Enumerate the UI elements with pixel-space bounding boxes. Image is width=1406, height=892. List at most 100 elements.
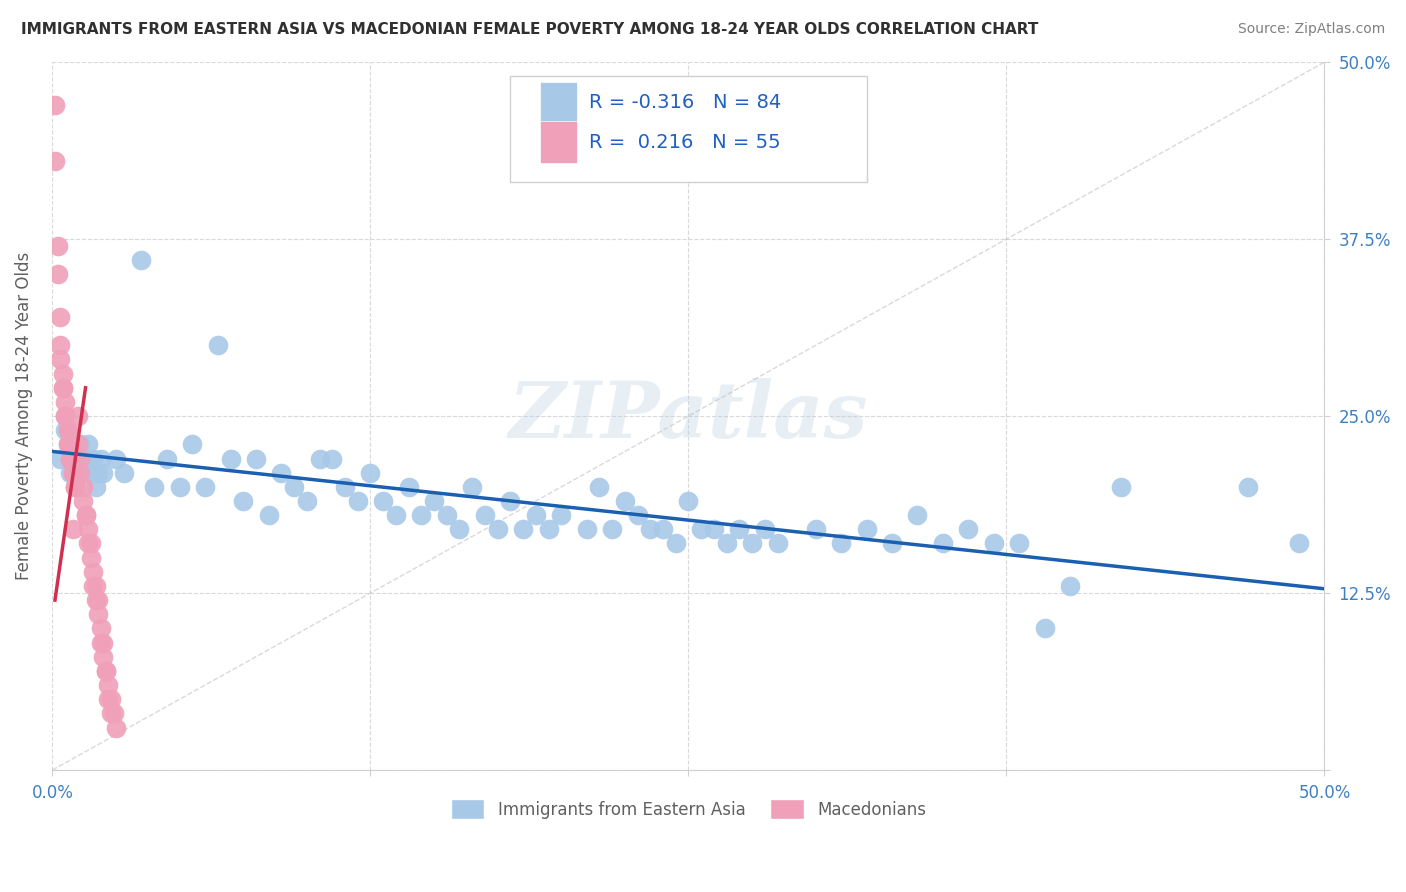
- Text: Source: ZipAtlas.com: Source: ZipAtlas.com: [1237, 22, 1385, 37]
- Text: R =  0.216   N = 55: R = 0.216 N = 55: [589, 133, 780, 152]
- Point: [652, 522, 675, 536]
- Point: [181, 437, 204, 451]
- Point: [1033, 622, 1056, 636]
- Point: [65, 480, 87, 494]
- Point: [804, 522, 827, 536]
- Point: [90, 635, 112, 649]
- Point: [169, 480, 191, 494]
- Point: [66, 437, 89, 451]
- Point: [600, 522, 623, 536]
- Point: [44, 154, 66, 169]
- Y-axis label: Female Poverty Among 18-24 Year Olds: Female Poverty Among 18-24 Year Olds: [15, 252, 32, 580]
- Point: [46, 239, 69, 253]
- Point: [49, 310, 72, 324]
- Point: [53, 409, 76, 423]
- Point: [66, 409, 89, 423]
- Point: [52, 367, 75, 381]
- Point: [69, 437, 91, 451]
- Point: [53, 395, 76, 409]
- Point: [52, 381, 75, 395]
- Point: [79, 536, 101, 550]
- Point: [69, 451, 91, 466]
- Point: [75, 508, 97, 523]
- Point: [77, 522, 100, 536]
- Point: [207, 338, 229, 352]
- Point: [537, 522, 560, 536]
- Point: [830, 536, 852, 550]
- Point: [65, 480, 87, 494]
- Point: [46, 268, 69, 282]
- Point: [44, 97, 66, 112]
- Point: [156, 451, 179, 466]
- Point: [1237, 480, 1260, 494]
- Point: [103, 706, 125, 721]
- Point: [56, 423, 79, 437]
- Point: [112, 466, 135, 480]
- Point: [754, 522, 776, 536]
- Point: [53, 409, 76, 423]
- Point: [94, 664, 117, 678]
- Point: [880, 536, 903, 550]
- Point: [665, 536, 688, 550]
- Point: [411, 508, 433, 523]
- Point: [474, 508, 496, 523]
- Point: [512, 522, 534, 536]
- Text: ZIPatlas: ZIPatlas: [509, 378, 868, 454]
- Point: [65, 480, 87, 494]
- Point: [295, 494, 318, 508]
- Point: [62, 466, 84, 480]
- Point: [72, 466, 94, 480]
- Point: [219, 451, 242, 466]
- Point: [436, 508, 458, 523]
- Point: [59, 466, 82, 480]
- Point: [855, 522, 877, 536]
- Point: [983, 536, 1005, 550]
- Point: [321, 451, 343, 466]
- Point: [100, 706, 122, 721]
- Point: [359, 466, 381, 480]
- Point: [91, 635, 114, 649]
- Point: [423, 494, 446, 508]
- Point: [97, 692, 120, 706]
- Point: [69, 466, 91, 480]
- Point: [59, 451, 82, 466]
- Point: [56, 437, 79, 451]
- Point: [575, 522, 598, 536]
- Point: [84, 579, 107, 593]
- Point: [1288, 536, 1310, 550]
- Point: [385, 508, 408, 523]
- Point: [90, 622, 112, 636]
- Point: [49, 338, 72, 352]
- Point: [77, 536, 100, 550]
- Point: [59, 451, 82, 466]
- Point: [79, 466, 101, 480]
- Point: [245, 451, 267, 466]
- Point: [91, 649, 114, 664]
- Point: [84, 480, 107, 494]
- FancyBboxPatch shape: [540, 82, 576, 124]
- Point: [373, 494, 395, 508]
- Point: [90, 451, 112, 466]
- Point: [49, 352, 72, 367]
- Point: [232, 494, 254, 508]
- Point: [66, 451, 89, 466]
- Point: [56, 423, 79, 437]
- Point: [257, 508, 280, 523]
- Legend: Immigrants from Eastern Asia, Macedonians: Immigrants from Eastern Asia, Macedonian…: [444, 793, 932, 825]
- Point: [77, 437, 100, 451]
- Point: [87, 593, 110, 607]
- Point: [613, 494, 636, 508]
- Point: [486, 522, 509, 536]
- Point: [97, 678, 120, 692]
- Point: [640, 522, 662, 536]
- Point: [194, 480, 217, 494]
- Point: [91, 466, 114, 480]
- Point: [105, 721, 128, 735]
- Point: [690, 522, 713, 536]
- Point: [143, 480, 166, 494]
- Point: [461, 480, 484, 494]
- Point: [84, 593, 107, 607]
- Point: [94, 664, 117, 678]
- Point: [131, 253, 153, 268]
- Point: [741, 536, 763, 550]
